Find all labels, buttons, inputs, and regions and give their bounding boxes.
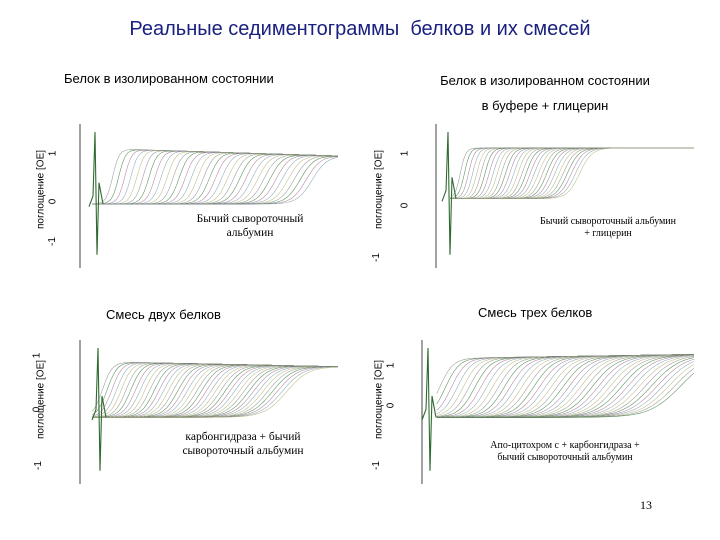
- panel-4-plot: [421, 340, 695, 484]
- panel-1-plot: [79, 124, 339, 268]
- panel-1-curve: [92, 150, 339, 205]
- panel-4-curve: [436, 354, 694, 418]
- panel-2-title-line-2: в буфере + глицерин: [481, 98, 609, 113]
- panel-4-curve: [436, 354, 694, 418]
- panel-3-curve: [92, 363, 339, 418]
- panel-4-annotation: Апо-цитохром с + карбонгидраза + бычий с…: [456, 440, 674, 464]
- panel-1-title: Белок в изолированном состоянии: [64, 71, 274, 86]
- panel-3-annotation: карбонгидраза + бычий сывороточный альбу…: [158, 430, 328, 458]
- panel-4-curve: [436, 354, 694, 418]
- panel-3-plot: [79, 340, 339, 484]
- panel-2-annotation-line-1: Бычий сывороточный альбумин: [540, 216, 676, 227]
- panel-4-curve: [436, 354, 694, 418]
- panel-4-curve: [436, 354, 694, 418]
- panel-4-curve: [436, 354, 694, 418]
- panel-4-curve: [436, 364, 695, 418]
- panel-4-curve: [436, 354, 694, 416]
- panel-1-curve: [92, 150, 339, 205]
- panel-3-meniscus-spike: [91, 347, 107, 471]
- panel-1-curve: [92, 156, 339, 205]
- panel-3-annotation-line-2: сывороточный альбумин: [182, 445, 304, 457]
- panel-2-title-line-1: Белок в изолированном состоянии: [440, 73, 650, 88]
- panel-1-curve: [92, 155, 339, 205]
- panel-4-curve: [436, 354, 694, 418]
- panel-4-annotation-line-1: Апо-цитохром с + карбонгидраза +: [490, 440, 640, 451]
- panel-4-curve: [436, 354, 694, 418]
- panel-3-curve: [92, 362, 339, 415]
- page-title: Реальные седиментограммы белков и их сме…: [129, 18, 591, 40]
- panel-1-annotation-line-2: альбумин: [226, 227, 274, 239]
- panel-4-annotation-line-2: бычий сывороточный альбумин: [497, 452, 633, 463]
- panel-4-curve: [436, 354, 695, 418]
- panel-2-sedimentogram: поглощение [ОЕ] -1 0 1 Бычий сывороточны…: [371, 120, 698, 270]
- panel-3-curve: [91, 362, 339, 412]
- panel-4-curve: [436, 354, 694, 418]
- panel-2-title: Белок в изолированном состоянии в буфере…: [413, 68, 677, 118]
- panel-3-curve: [92, 362, 339, 417]
- panel-1-annotation: Бычий сывороточный альбумин: [190, 212, 310, 240]
- panel-3-annotation-line-1: карбонгидраза + бычий: [185, 431, 301, 443]
- panel-4-curve: [436, 354, 694, 418]
- panel-3-title: Смесь двух белков: [106, 307, 221, 322]
- panel-1-curve: [92, 157, 339, 205]
- panel-1-curve: [92, 150, 339, 205]
- panel-4-curve: [436, 372, 695, 418]
- panel-1-title-line-1: Белок в изолированном состоянии: [64, 71, 274, 86]
- panel-3-curve: [92, 366, 339, 418]
- panel-4-curve: [436, 354, 694, 418]
- panel-4-curve: [436, 354, 695, 418]
- panel-3-title-line-1: Смесь двух белков: [106, 307, 221, 322]
- panel-4-curve: [436, 354, 694, 418]
- panel-4-title-line-1: Смесь трех белков: [478, 305, 593, 320]
- panel-1-annotation-line-1: Бычий сывороточный: [196, 213, 304, 225]
- panel-4-curve: [436, 354, 694, 418]
- panel-4-sedimentogram: поглощение [ОЕ] -1 0 1 Апо-цитохром с + …: [371, 336, 696, 486]
- panel-1-meniscus-spike: [88, 131, 104, 255]
- panel-4-curve: [436, 354, 695, 418]
- panel-2-meniscus-spike: [441, 131, 457, 255]
- panel-2-plot: [435, 124, 694, 268]
- panel-1-sedimentogram: поглощение [ОЕ] -1 0 1 Бычий сывороточны…: [36, 120, 340, 270]
- panel-1-curve: [92, 153, 339, 205]
- panel-4-curve: [436, 354, 694, 418]
- page-number: 13: [640, 498, 652, 512]
- panel-1-curve: [92, 155, 338, 205]
- panel-2-annotation-line-2: + глицерин: [584, 228, 632, 239]
- panel-4-curve: [436, 354, 694, 418]
- panel-4-curve: [436, 354, 694, 418]
- panel-2-curve: [450, 147, 694, 199]
- panel-4-title: Смесь трех белков: [478, 305, 592, 320]
- panel-1-curve: [92, 149, 339, 205]
- panel-2-annotation: Бычий сывороточный альбумин + глицерин: [518, 216, 698, 240]
- panel-1-curve: [92, 149, 339, 205]
- panel-4-curve: [436, 354, 694, 418]
- panel-4-curve: [436, 354, 694, 418]
- panel-4-curve: [436, 354, 695, 418]
- panel-3-sedimentogram: поглощение [ОЕ] -1 0 1 карбонгидраза + б…: [31, 336, 340, 486]
- panel-4-meniscus-spike: [421, 347, 437, 471]
